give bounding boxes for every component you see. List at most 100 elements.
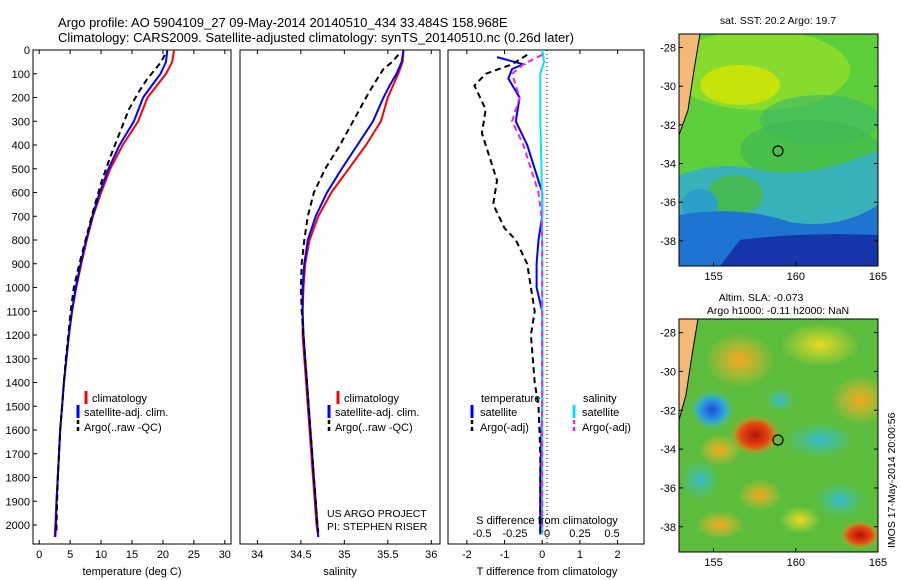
sst-map-panel: sat. SST: 20.2 Argo: 19.7 -28 -30 -32 -34 -3… [660,15,887,283]
x-tick-label: 2 [615,549,621,561]
difference-lines [473,49,546,535]
s-tick-label: -0.5 [473,528,492,540]
y-tick-label: 600 [12,188,30,200]
sla-x-ticks: 155 160 165 [704,548,887,569]
legend-label-satellite: satellite-adj. clim. [335,407,419,419]
difference-panel: -2 -1 0 1 2 T difference from climatology S … [447,49,645,578]
y-tick-label: 100 [12,69,30,81]
temperature-x-ticks: 0 5 10 15 20 25 30 [36,50,231,561]
y-tick-label: 1300 [6,354,30,366]
lat-tick-label: -38 [660,522,676,534]
salinity-legend: climatology satellite-adj. clim. Argo(..… [327,391,419,434]
lat-tick-label: -36 [660,483,676,495]
difference-axes-frame [447,49,645,545]
x-tick-label: 34 [251,549,263,561]
x-tick-label: 0 [539,549,545,561]
legend-label-s-satellite: satellite [582,407,619,419]
x-tick-label: -1 [500,549,510,561]
salinity-lines [299,49,405,538]
sla-map-panel: Altim. SLA: -0.073 Argo h1000: -0.11 h20… [660,292,887,569]
x-tick-label: 25 [188,549,200,561]
temperature-lines [53,49,176,537]
sla-y-ticks: -28 -30 -32 -34 -36 -38 [660,328,878,534]
x-tick-label: 34.5 [290,549,311,561]
x-tick-label: 1 [577,549,583,561]
y-tick-label: 300 [12,116,30,128]
figure-title-line1: Argo profile: AO 5904109_27 09-May-2014 … [58,15,508,30]
y-tick-label: 1100 [6,306,30,318]
x-tick-label: 30 [219,549,231,561]
sla-map-frame [678,318,879,553]
y-tick-label: 500 [12,164,30,176]
legend-label-satellite: satellite-adj. clim. [84,407,168,419]
y-tick-label: 1000 [6,283,30,295]
legend-label-t-argo: Argo(-adj) [480,422,529,434]
sst-y-ticks: -28 -30 -32 -34 -36 -38 [660,43,878,248]
legend-label-climatology: climatology [92,393,148,405]
difference-x-label: T difference from climatology [477,566,618,578]
salinity-x-label: salinity [323,566,357,578]
s-tick-label: 0.25 [569,528,590,540]
sst-x-ticks: 155 160 165 [704,262,887,283]
series-line-2 [299,54,400,533]
project-label: US ARGO PROJECT [327,508,427,520]
x-tick-label: 36 [425,549,437,561]
sst-map-frame [678,33,879,267]
x-tick-label: 5 [67,549,73,561]
sla-map-image [679,319,878,552]
legend-salinity-title: salinity [583,393,617,405]
sst-map-image [679,34,878,266]
figure-title-line2: Climatology: CARS2009. Satellite-adjuste… [58,30,574,45]
y-tick-label: 1700 [6,449,30,461]
lon-tick-label: 155 [704,557,722,569]
y-tick-label: 1600 [6,425,30,437]
difference-top-x-label: S difference from climatology [476,515,618,527]
lon-tick-label: 160 [787,271,805,283]
lat-tick-label: -36 [660,197,676,209]
legend-temperature-title: temperature [481,393,540,405]
y-tick-label: 200 [12,93,30,105]
y-tick-label: 1900 [6,496,30,508]
s-tick-label: 0.5 [604,528,619,540]
legend-label-t-satellite: satellite [480,407,517,419]
y-tick-label: 700 [12,211,30,223]
sla-map-title-line1: Altim. SLA: -0.073 [719,292,804,304]
y-tick-label: 1200 [6,330,30,342]
y-tick-label: 0 [24,45,30,57]
salinity-panel: 34 34.5 35 35.5 36 salinity climatology sate… [239,49,441,578]
temperature-panel: 0100200300400500600700800900100011001200… [6,45,232,578]
salinity-x-ticks: 34 34.5 35 35.5 36 [251,50,437,561]
imos-timestamp: IMOS 17-May-2014 20:00:56 [886,412,898,548]
pi-label: PI: STEPHEN RISER [327,521,428,533]
lon-tick-label: 160 [787,557,805,569]
lon-tick-label: 155 [704,271,722,283]
y-tick-label: 1400 [6,378,30,390]
s-tick-label: -0.25 [502,528,527,540]
x-tick-label: 0 [36,549,42,561]
lon-tick-label: 165 [869,271,887,283]
legend-label-argo: Argo(..raw -QC) [84,422,162,434]
lat-tick-label: -30 [660,81,676,93]
argo-location-marker [772,434,784,446]
temperature-legend: climatology satellite-adj. clim. Argo(..… [76,391,168,434]
series-line-2 [55,54,166,533]
series-line-3 [510,53,544,533]
lat-tick-label: -38 [660,236,676,248]
s-tick-label: 0 [544,528,550,540]
y-tick-label: 1500 [6,401,30,413]
series-line-1 [301,49,405,537]
x-tick-label: -2 [462,549,472,561]
lat-tick-label: -30 [660,366,676,378]
series-line-1 [473,53,542,533]
legend-label-climatology: climatology [344,393,400,405]
legend-label-argo: Argo(..raw -QC) [335,422,413,434]
lat-tick-label: -32 [660,405,676,417]
lat-tick-label: -34 [660,159,676,171]
sst-map-title: sat. SST: 20.2 Argo: 19.7 [720,15,836,27]
lat-tick-label: -28 [660,43,676,55]
legend-label-s-argo: Argo(-adj) [582,422,631,434]
lat-tick-label: -32 [660,120,676,132]
temperature-y-ticks: 0 100 200 300 400 500 600 700 800 900 1000 1100 1200… [6,45,37,532]
lat-tick-label: -34 [660,444,676,456]
y-tick-label: 1800 [6,473,30,485]
